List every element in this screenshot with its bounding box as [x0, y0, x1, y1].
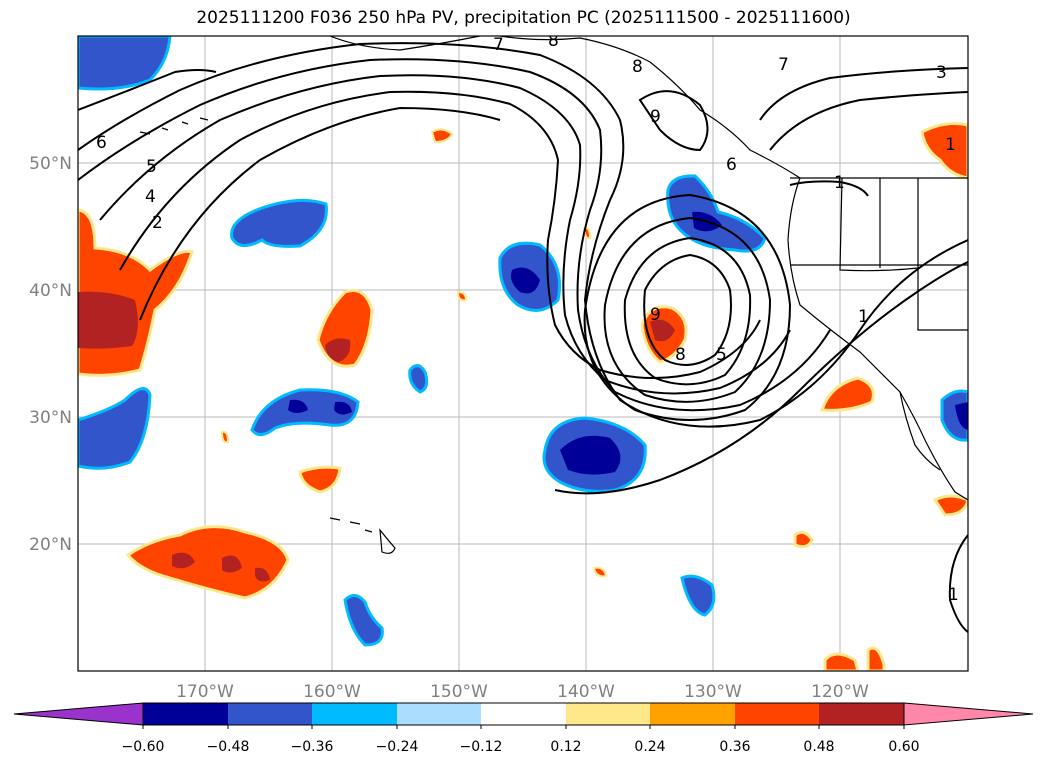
contour-label: 1 [834, 173, 845, 193]
lon-label-170w: 170°W [176, 682, 234, 702]
contour-label: 7 [778, 55, 789, 75]
colorbar-tick: −0.36 [291, 739, 334, 755]
lon-label-120w: 120°W [811, 682, 869, 702]
contour-label: 5 [146, 157, 157, 177]
contour-label: 8 [548, 31, 559, 51]
colorbar-bin [143, 703, 228, 725]
colorbar-tick: −0.48 [207, 739, 250, 755]
contour-label: 9 [650, 107, 661, 127]
contour-label: 2 [152, 213, 163, 233]
contour-label: 3 [936, 63, 947, 83]
colorbar: −0.60 −0.48 −0.36 −0.24 −0.12 0.12 0.24 … [13, 702, 1034, 755]
latitude-labels: 50°N 40°N 30°N 20°N [29, 154, 72, 555]
colorbar-bin [566, 703, 650, 725]
colorbar-tick: 0.36 [719, 739, 750, 755]
contour-label: 8 [632, 57, 643, 77]
precip-negative-anomalies [78, 36, 968, 647]
map-title: 2025111200 F036 250 hPa PV, precipitatio… [196, 8, 851, 28]
lat-label-40n: 40°N [29, 281, 72, 301]
contour-label: 5 [716, 345, 727, 365]
colorbar-extend-low [13, 702, 144, 726]
lon-label-140w: 140°W [557, 682, 615, 702]
precip-blob-bottom [823, 646, 886, 671]
colorbar-extend-high [903, 702, 1034, 726]
precip-blob-west-pacific [230, 198, 328, 248]
contour-label: 6 [726, 155, 737, 175]
lat-label-20n: 20°N [29, 535, 72, 555]
contour-label: 1 [945, 135, 956, 155]
colorbar-tick: 0.12 [550, 739, 581, 755]
precip-positive-anomalies [78, 122, 968, 671]
precip-blob-mexico [940, 389, 968, 442]
precip-blob-south-east [680, 574, 716, 617]
lon-label-150w: 150°W [430, 682, 488, 702]
longitude-labels: 170°W 160°W 150°W 140°W 130°W 120°W [176, 682, 869, 702]
colorbar-bin [481, 703, 566, 725]
colorbar-bin [650, 703, 735, 725]
contour-label: 4 [145, 187, 156, 207]
precip-blob-south-small [793, 530, 814, 549]
colorbar-tick: 0.60 [888, 739, 919, 755]
colorbar-bin [735, 703, 819, 725]
colorbar-bin [397, 703, 481, 725]
contour-label: 1 [858, 307, 869, 327]
precip-blob-south [343, 594, 384, 647]
precip-blob-hawaii-west [125, 525, 290, 600]
contour-label: 8 [675, 345, 686, 365]
contour-label: 7 [493, 35, 504, 55]
colorbar-tick: −0.60 [122, 739, 165, 755]
contour-label: 6 [96, 133, 107, 153]
precip-blob-canada [920, 122, 968, 180]
colorbar-tick: 0.24 [634, 739, 665, 755]
colorbar-tick: 0.48 [803, 739, 834, 755]
pv-contours [78, 42, 968, 633]
precip-blob-small-b [298, 465, 342, 494]
contour-label: 1 [948, 585, 959, 605]
precip-blob-west-edge [78, 387, 152, 470]
colorbar-bin [312, 703, 397, 725]
lat-label-50n: 50°N [29, 154, 72, 174]
precip-blob-mid-pacific [250, 388, 360, 436]
precip-blob-baja [819, 376, 875, 412]
precip-blob-small-a [408, 364, 429, 394]
colorbar-tick: −0.24 [376, 739, 419, 755]
contour-labels: 7 8 8 9 9 8 5 7 6 3 1 1 1 6 5 4 2 1 [96, 31, 959, 605]
lat-label-30n: 30°N [29, 408, 72, 428]
plot-frame [77, 35, 969, 672]
precip-blob-nw [78, 36, 172, 91]
lon-label-130w: 130°W [684, 682, 742, 702]
colorbar-bin [819, 703, 904, 725]
lon-label-160w: 160°W [303, 682, 361, 702]
contour-label: 9 [650, 305, 661, 325]
coastlines [139, 36, 968, 554]
colorbar-bin [228, 703, 312, 725]
colorbar-tick: −0.12 [460, 739, 503, 755]
